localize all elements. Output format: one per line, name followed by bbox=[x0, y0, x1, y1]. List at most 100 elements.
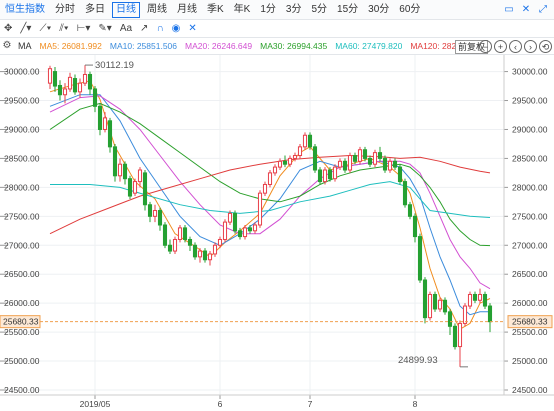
crosshair-icon[interactable]: ✥ bbox=[4, 22, 13, 34]
candle-body[interactable] bbox=[92, 88, 98, 107]
candle-body[interactable] bbox=[332, 166, 338, 180]
candle-body[interactable] bbox=[457, 322, 463, 348]
candle-body[interactable] bbox=[487, 305, 493, 323]
line-tool-icon[interactable]: ╱▾ bbox=[20, 22, 32, 34]
candle-body[interactable] bbox=[152, 210, 158, 217]
candle-body[interactable] bbox=[212, 244, 218, 255]
candle-body[interactable] bbox=[397, 166, 403, 183]
candle-body[interactable] bbox=[247, 227, 253, 232]
ray-tool-icon[interactable]: ⟋▾ bbox=[39, 22, 52, 34]
candle-body[interactable] bbox=[47, 68, 53, 84]
candle-body[interactable] bbox=[52, 71, 58, 87]
candle-body[interactable] bbox=[382, 157, 388, 171]
candlestick-chart[interactable]: 24500.00 24500.00 25000.00 25000.00 25500.00… bbox=[0, 55, 554, 411]
candle-body[interactable] bbox=[257, 192, 263, 226]
tab-9[interactable]: 3分 bbox=[285, 3, 302, 15]
candle-body[interactable] bbox=[77, 82, 83, 93]
candle-body[interactable] bbox=[432, 293, 438, 310]
candle-body[interactable] bbox=[377, 152, 383, 159]
candle-body[interactable] bbox=[147, 204, 153, 217]
tab-3[interactable]: 日线 bbox=[112, 1, 140, 18]
candle-body[interactable] bbox=[447, 311, 453, 327]
candle-body[interactable] bbox=[467, 293, 473, 307]
candle-body[interactable] bbox=[167, 244, 173, 252]
candle-body[interactable] bbox=[267, 172, 273, 185]
tab-1[interactable]: 分时 bbox=[55, 3, 75, 15]
candle-body[interactable] bbox=[317, 169, 323, 183]
candle-body[interactable] bbox=[452, 325, 458, 348]
tab-0[interactable]: 恒生指数 bbox=[5, 3, 45, 15]
candle-body[interactable] bbox=[372, 152, 378, 165]
tab-13[interactable]: 60分 bbox=[399, 3, 421, 15]
candle-body[interactable] bbox=[252, 224, 258, 232]
close-icon[interactable]: ✕ bbox=[521, 3, 531, 15]
minus-icon[interactable]: − bbox=[479, 40, 492, 53]
candle-body[interactable] bbox=[122, 163, 128, 180]
candle-body[interactable] bbox=[462, 305, 468, 324]
candle-body[interactable] bbox=[142, 172, 148, 206]
candle-body[interactable] bbox=[127, 178, 133, 197]
candle-body[interactable] bbox=[207, 253, 213, 261]
candle-body[interactable] bbox=[177, 227, 183, 240]
candle-body[interactable] bbox=[367, 157, 373, 165]
candle-body[interactable] bbox=[102, 117, 108, 130]
candle-body[interactable] bbox=[57, 84, 63, 96]
candle-body[interactable] bbox=[137, 169, 143, 183]
candle-body[interactable] bbox=[342, 160, 348, 171]
candle-body[interactable] bbox=[277, 160, 283, 168]
candle-body[interactable] bbox=[237, 230, 243, 238]
tab-6[interactable]: 季K bbox=[207, 3, 224, 15]
candle-body[interactable] bbox=[347, 155, 353, 171]
tab-10[interactable]: 5分 bbox=[311, 3, 328, 15]
candle-body[interactable] bbox=[352, 155, 358, 162]
magnet-icon[interactable]: ∩ bbox=[156, 22, 164, 34]
candle-body[interactable] bbox=[222, 221, 228, 240]
tab-11[interactable]: 15分 bbox=[337, 3, 359, 15]
candle-body[interactable] bbox=[422, 279, 428, 319]
candle-body[interactable] bbox=[417, 236, 423, 281]
candle-body[interactable] bbox=[187, 238, 193, 246]
candle-body[interactable] bbox=[297, 146, 303, 157]
candle-body[interactable] bbox=[232, 212, 238, 232]
candle-body[interactable] bbox=[162, 224, 168, 246]
candle-body[interactable] bbox=[402, 181, 408, 206]
candle-body[interactable] bbox=[82, 73, 88, 84]
delete-icon[interactable]: ✕ bbox=[188, 22, 197, 34]
candle-body[interactable] bbox=[302, 134, 308, 148]
tab-8[interactable]: 1分 bbox=[260, 3, 276, 15]
candle-body[interactable] bbox=[242, 227, 248, 238]
candle-body[interactable] bbox=[112, 146, 118, 177]
candle-body[interactable] bbox=[202, 250, 208, 261]
expand-icon[interactable]: ⤢ bbox=[539, 3, 547, 15]
candle-body[interactable] bbox=[307, 134, 313, 148]
candle-body[interactable] bbox=[282, 160, 288, 165]
candle-body[interactable] bbox=[407, 204, 413, 217]
candle-body[interactable] bbox=[262, 183, 268, 194]
candle-body[interactable] bbox=[412, 215, 418, 238]
candle-body[interactable] bbox=[132, 181, 138, 194]
candle-body[interactable] bbox=[97, 105, 103, 130]
candle-body[interactable] bbox=[272, 166, 278, 174]
candle-body[interactable] bbox=[217, 238, 223, 246]
candle-body[interactable] bbox=[387, 160, 393, 171]
candle-body[interactable] bbox=[327, 169, 333, 180]
candle-body[interactable] bbox=[287, 157, 293, 165]
candle-body[interactable] bbox=[227, 212, 233, 223]
candle-body[interactable] bbox=[482, 293, 488, 307]
candle-body[interactable] bbox=[337, 160, 343, 168]
eye-icon[interactable]: ◉ bbox=[171, 22, 181, 34]
settings-icon[interactable]: ⚙ bbox=[2, 40, 12, 51]
candle-body[interactable] bbox=[392, 160, 398, 168]
window-icon[interactable]: ▭ bbox=[504, 3, 514, 15]
parallel-line-icon[interactable]: ⫽▾ bbox=[59, 22, 69, 34]
tab-2[interactable]: 多日 bbox=[85, 3, 105, 15]
candle-body[interactable] bbox=[357, 149, 363, 162]
candle-body[interactable] bbox=[87, 73, 93, 90]
text-icon[interactable]: Aa bbox=[119, 22, 133, 34]
candle-body[interactable] bbox=[312, 146, 318, 171]
plus-icon[interactable]: + bbox=[494, 40, 507, 53]
candle-body[interactable] bbox=[472, 293, 478, 301]
candle-body[interactable] bbox=[362, 149, 368, 159]
candle-body[interactable] bbox=[117, 163, 123, 177]
candle-body[interactable] bbox=[67, 76, 73, 90]
